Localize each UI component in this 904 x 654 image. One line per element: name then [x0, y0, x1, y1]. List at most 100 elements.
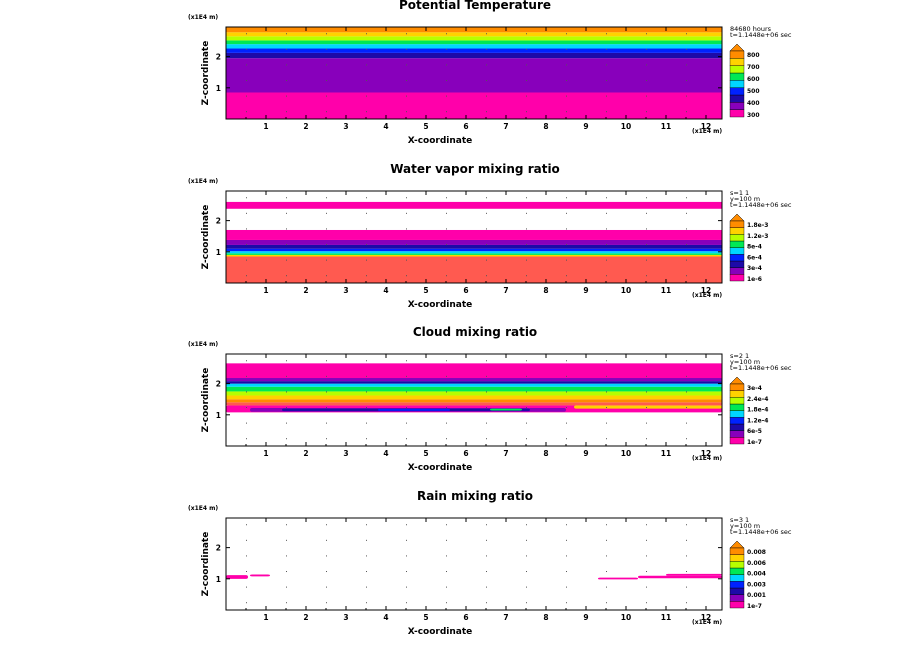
- colorbar-label: 400: [747, 100, 760, 107]
- chart-title: Potential Temperature: [399, 0, 551, 12]
- grid-dot: [366, 95, 367, 97]
- panel-qv: Water vapor mixing ratio(x1E4 m)1 2 3 4 5 6 7 8…: [188, 162, 792, 310]
- contour-band-7: [226, 378, 722, 382]
- grid-dot: [526, 244, 527, 246]
- grid-dot: [526, 422, 527, 424]
- grid-dot: [686, 438, 687, 440]
- grid-dot: [246, 586, 247, 588]
- colorbar-swatch: [729, 274, 745, 282]
- contour-band-0: [226, 92, 722, 119]
- grid-dot: [526, 80, 527, 82]
- y-tick-label: 2: [216, 380, 221, 389]
- x-tick-label: 11: [661, 613, 671, 622]
- x-tick-label: 12: [701, 286, 711, 295]
- colorbar-label: 1.2e-4: [747, 417, 768, 424]
- grid-dot: [366, 197, 367, 199]
- contour-band-1: [226, 399, 722, 403]
- grid-dot: [446, 539, 447, 541]
- colorbar-label: 0.001: [747, 592, 766, 599]
- grid-dot: [406, 422, 407, 424]
- grid-dot: [566, 391, 567, 393]
- info-line-1: y=100 m: [730, 195, 760, 203]
- colorbar-swatch: [729, 554, 745, 562]
- contour-band-3: [226, 48, 722, 53]
- grid-dot: [446, 48, 447, 50]
- contour-band-0: [226, 402, 722, 406]
- plot-area: [226, 518, 722, 610]
- colorbar-swatch: [729, 601, 745, 609]
- contour-band-4: [226, 386, 722, 392]
- grid-dot: [406, 438, 407, 440]
- grid-dot: [606, 524, 607, 526]
- x-tick-label: 2: [303, 449, 308, 458]
- grid-dot: [406, 407, 407, 409]
- grid-dot: [326, 212, 327, 214]
- grid-dot: [486, 64, 487, 66]
- x-axis-label: X-coordinate: [408, 627, 473, 637]
- contour-band-5: [226, 383, 722, 387]
- colorbar-swatch: [729, 58, 745, 66]
- colorbar-swatch: [729, 430, 745, 438]
- grid-dot: [686, 80, 687, 82]
- info-line-1: t=1.1448e+06 sec: [730, 31, 792, 39]
- x-tick-label: 11: [661, 122, 671, 131]
- y-axis-label: Z-coordinate: [201, 205, 211, 270]
- colorbar-swatch: [729, 390, 745, 398]
- grid-dot: [326, 111, 327, 113]
- grid-dot: [246, 422, 247, 424]
- grid-dot: [286, 48, 287, 50]
- grid-dot: [526, 64, 527, 66]
- panel-theta: Potential Temperature(x1E4 m)1 2 3 4 5 6 7 8 9 10…: [188, 0, 792, 146]
- grid-dot: [566, 275, 567, 277]
- grid-dot: [686, 48, 687, 50]
- grid-dot: [566, 95, 567, 97]
- grid-dot: [326, 375, 327, 377]
- grid-dot: [566, 244, 567, 246]
- grid-dot: [246, 602, 247, 604]
- colorbar-swatch: [729, 220, 745, 228]
- colorbar-swatch: [729, 417, 745, 425]
- x-tick-label: 1: [263, 449, 268, 458]
- grid-dot: [366, 555, 367, 557]
- grid-dot: [246, 197, 247, 199]
- grid-dot: [646, 228, 647, 230]
- grid-dot: [486, 375, 487, 377]
- grid-dot: [606, 391, 607, 393]
- grid-dot: [526, 524, 527, 526]
- grid-dot: [526, 539, 527, 541]
- colorbar-swatch: [729, 587, 745, 595]
- grid-dot: [646, 586, 647, 588]
- x-tick-label: 6: [463, 449, 468, 458]
- grid-dot: [646, 244, 647, 246]
- grid-dot: [366, 524, 367, 526]
- colorbar-swatch: [729, 109, 745, 118]
- colorbar-swatch: [729, 567, 745, 575]
- grid-dot: [366, 586, 367, 588]
- grid-dot: [486, 33, 487, 35]
- grid-dot: [326, 275, 327, 277]
- colorbar-swatch: [729, 260, 745, 268]
- grid-dot: [286, 197, 287, 199]
- grid-dot: [606, 33, 607, 35]
- grid-dot: [246, 111, 247, 113]
- x-tick-label: 4: [383, 122, 388, 131]
- grid-dot: [606, 259, 607, 261]
- grid-dot: [246, 360, 247, 362]
- grid-dot: [366, 64, 367, 66]
- grid-dot: [686, 524, 687, 526]
- grid-dot: [246, 64, 247, 66]
- grid-dot: [486, 48, 487, 50]
- contour-patch-4: [490, 408, 522, 411]
- x-tick-label: 2: [303, 122, 308, 131]
- colorbar-swatch: [729, 247, 745, 255]
- grid-dot: [246, 95, 247, 97]
- contour-patch-4: [666, 573, 722, 576]
- grid-dot: [446, 571, 447, 573]
- grid-dot: [286, 524, 287, 526]
- x-tick-label: 1: [263, 613, 268, 622]
- panel-qr: Rain mixing ratio(x1E4 m)1 2 3 4 5 6 7 8 9 10 11 12…: [188, 489, 792, 637]
- grid-dot: [526, 602, 527, 604]
- grid-dot: [486, 212, 487, 214]
- contour-band-6: [226, 381, 722, 384]
